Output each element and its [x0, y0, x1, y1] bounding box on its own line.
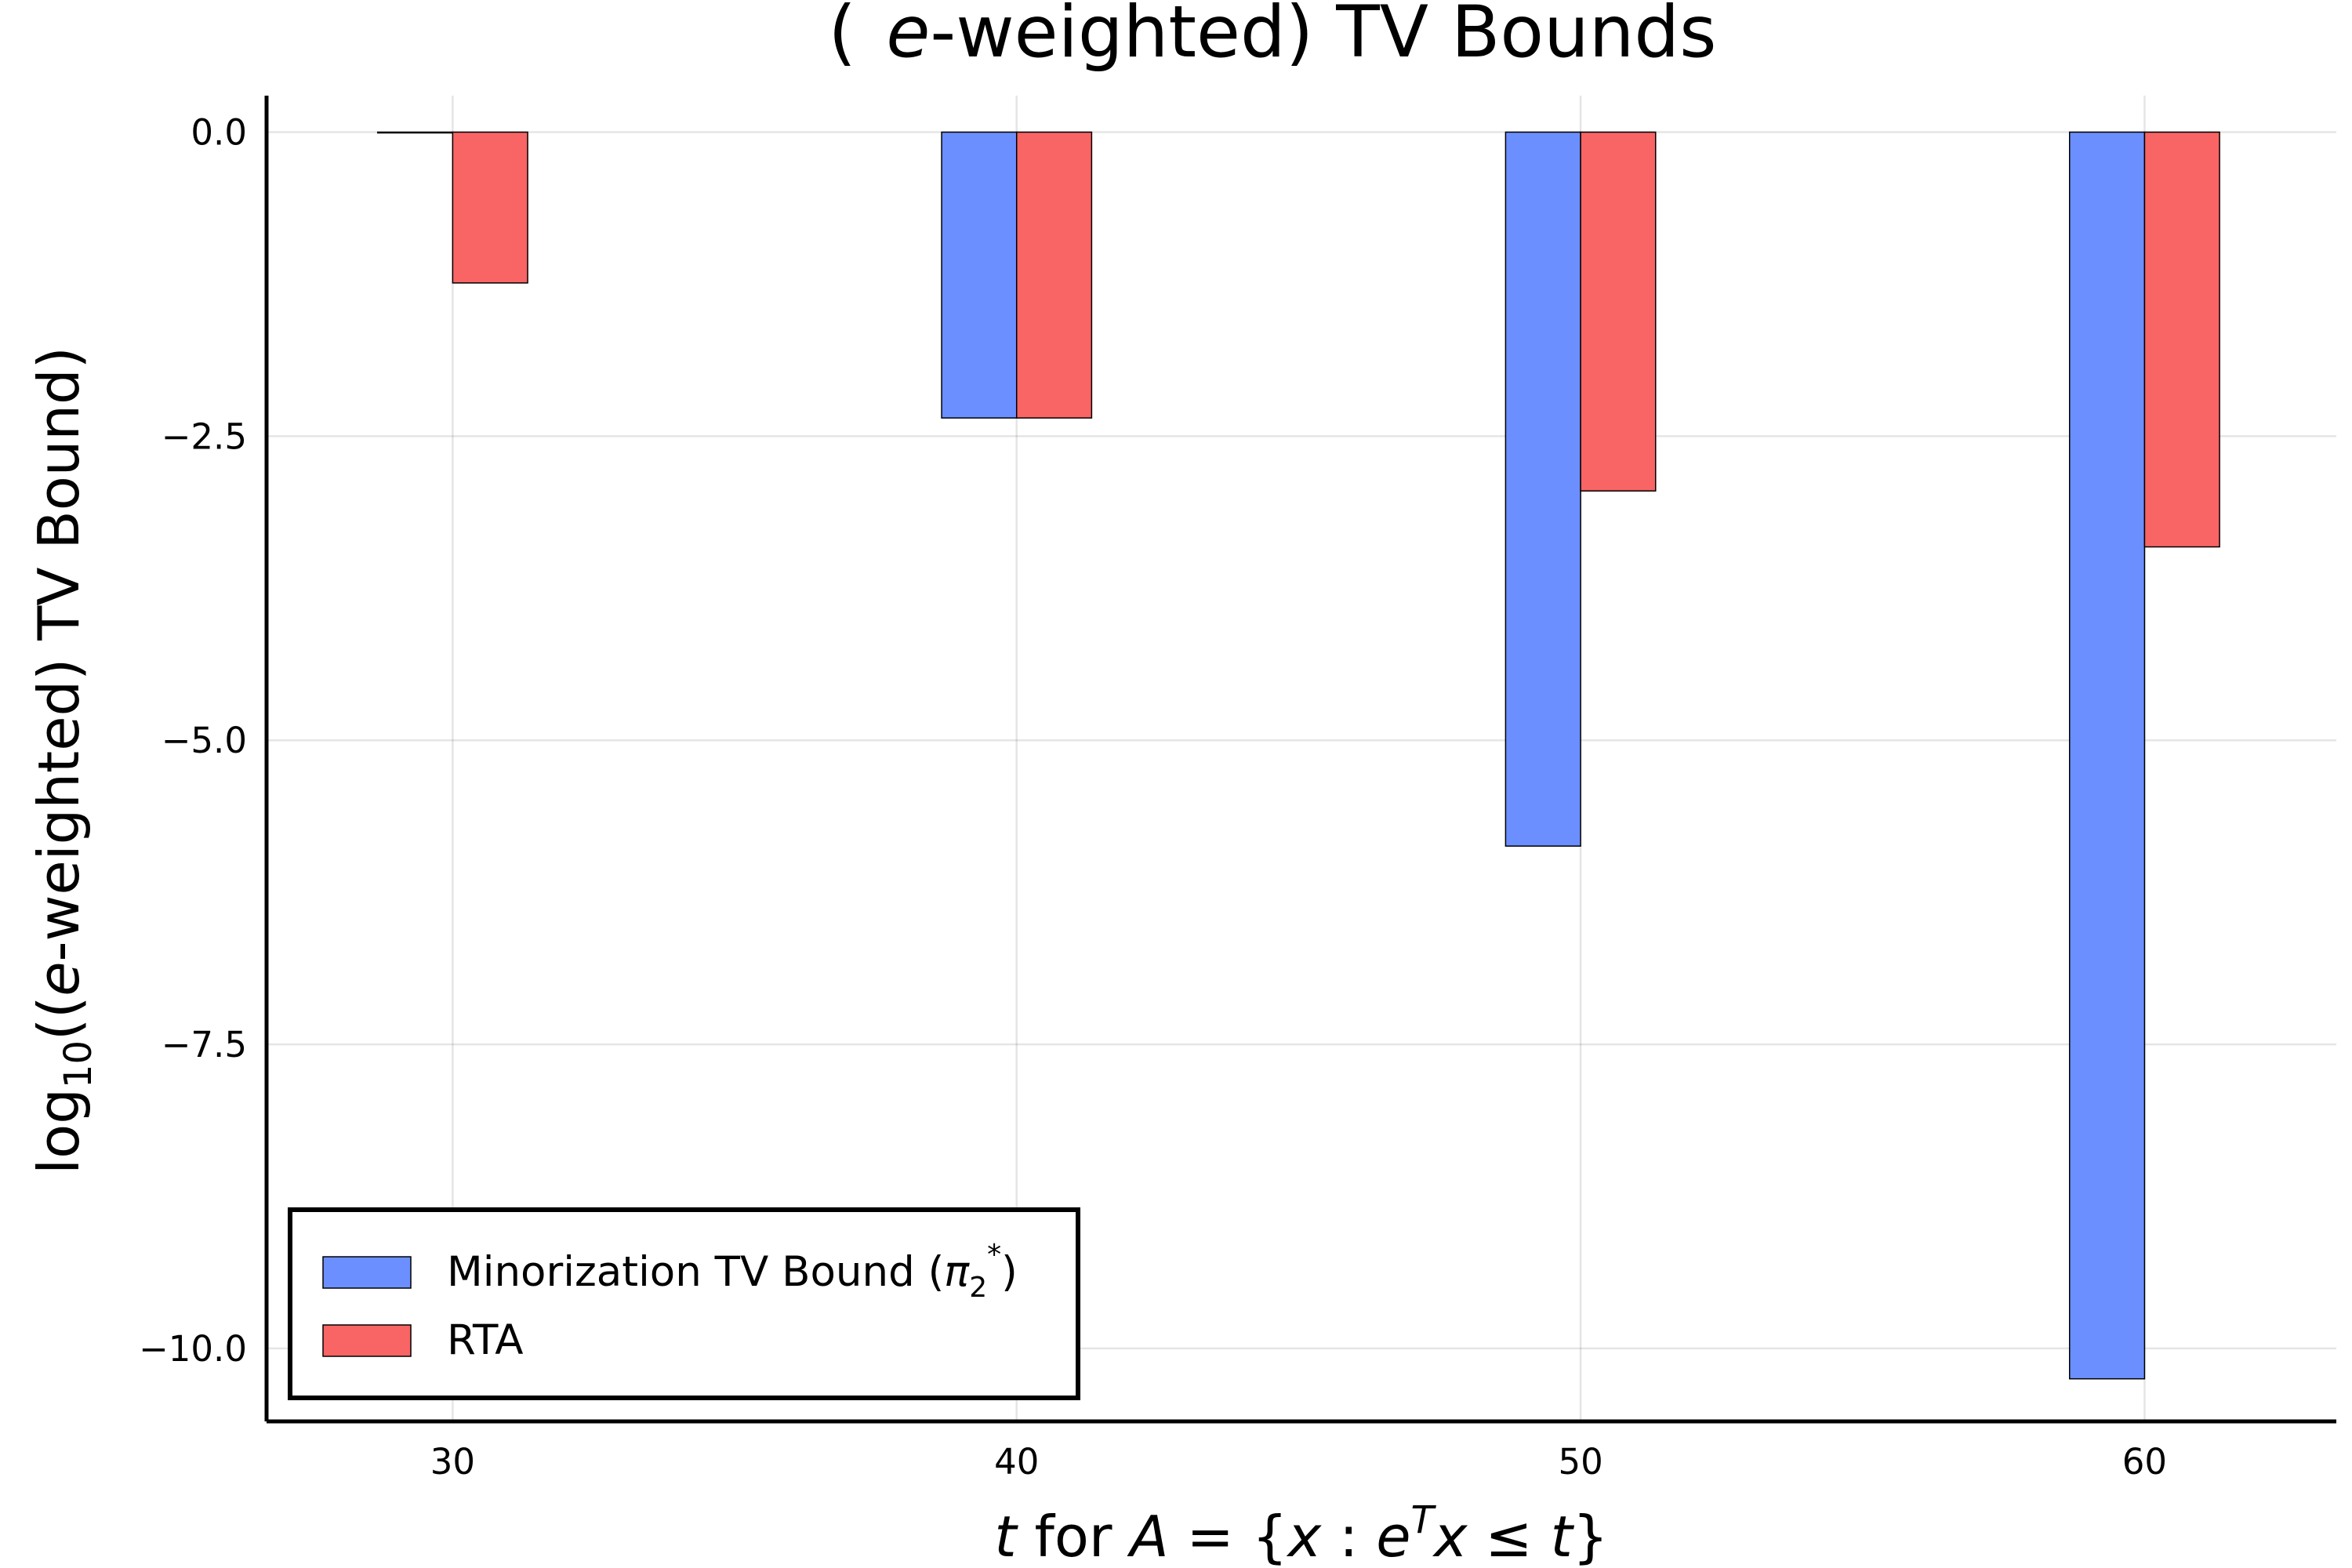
- chart-title: e-weighted) TV Bounds: [886, 0, 1716, 74]
- chart-title-open-paren: (: [828, 0, 856, 74]
- x-tick-label: 60: [2122, 1441, 2167, 1483]
- legend-swatch-rta: [322, 1324, 412, 1357]
- legend-box: [288, 1207, 1080, 1400]
- x-tick-label: 30: [430, 1441, 475, 1483]
- y-axis-title: log10((e-weighted) TV Bound): [26, 347, 100, 1174]
- legend: Minorization TV Bound (π2*) RTA: [288, 1207, 1080, 1400]
- x-tick-label: 50: [1558, 1441, 1602, 1483]
- legend-swatch-minorization: [322, 1256, 412, 1289]
- legend-label-minorization: Minorization TV Bound (π2*): [447, 1239, 1018, 1304]
- bar-rta-30: [452, 131, 528, 284]
- legend-label-rta: RTA: [447, 1316, 524, 1364]
- y-tick-label: −10.0: [139, 1328, 247, 1370]
- bar-rta-60: [2143, 131, 2220, 548]
- x-tick-label: 40: [994, 1441, 1039, 1483]
- bar-minorization-50: [1504, 131, 1581, 847]
- y-tick-label: −5.0: [162, 720, 247, 761]
- y-tick-labels: 0.0 −2.5 −5.0 −7.5 −10.0: [139, 112, 247, 1370]
- y-tick-label: 0.0: [191, 112, 247, 154]
- bar-rta-40: [1015, 131, 1093, 419]
- bar-minorization-40: [941, 131, 1018, 419]
- y-tick-label: −2.5: [162, 416, 247, 457]
- x-tick-labels: 30 40 50 60: [430, 1441, 2167, 1483]
- bars: [376, 131, 2220, 1380]
- bar-rta-50: [1580, 131, 1657, 492]
- x-axis-title: t for A = {x : eTx ≤ t}: [994, 1498, 1608, 1568]
- y-tick-label: −7.5: [162, 1024, 247, 1065]
- bar-minorization-30: [376, 131, 454, 134]
- bar-minorization-60: [2068, 131, 2146, 1380]
